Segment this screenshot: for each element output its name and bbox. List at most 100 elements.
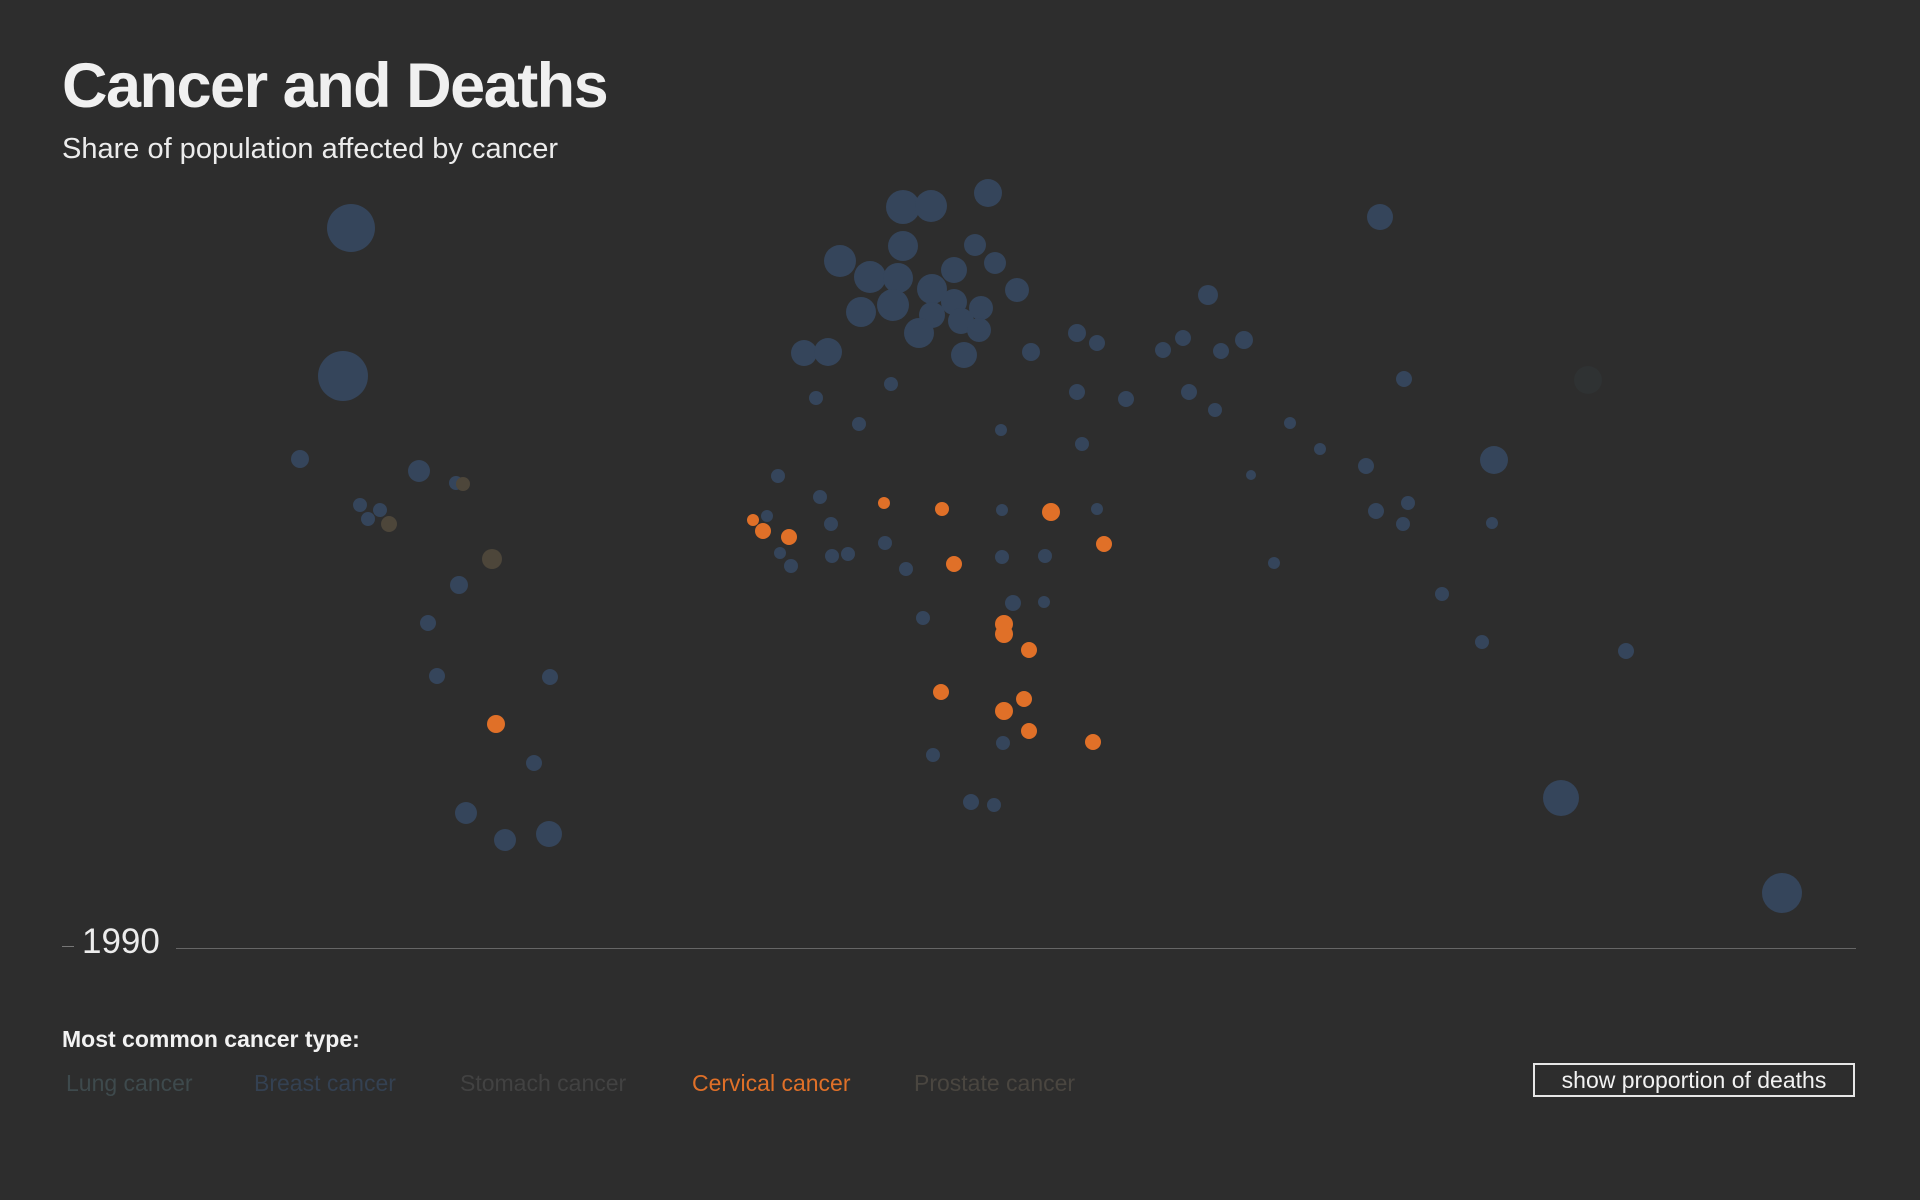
country-bubble[interactable] (771, 469, 785, 483)
country-bubble[interactable] (926, 748, 940, 762)
country-bubble[interactable] (809, 391, 823, 405)
country-bubble[interactable] (899, 562, 913, 576)
country-bubble[interactable] (456, 477, 470, 491)
country-bubble[interactable] (1005, 595, 1021, 611)
country-bubble[interactable] (1038, 549, 1052, 563)
country-bubble[interactable] (1396, 371, 1412, 387)
country-bubble[interactable] (1213, 343, 1229, 359)
country-bubble[interactable] (813, 490, 827, 504)
country-bubble[interactable] (996, 736, 1010, 750)
country-bubble[interactable] (824, 245, 856, 277)
country-bubble[interactable] (1022, 343, 1040, 361)
country-bubble[interactable] (916, 611, 930, 625)
country-bubble[interactable] (318, 351, 368, 401)
country-bubble[interactable] (1486, 517, 1498, 529)
country-bubble[interactable] (1068, 324, 1086, 342)
country-bubble[interactable] (291, 450, 309, 468)
country-bubble[interactable] (884, 377, 898, 391)
legend-item-breast-cancer[interactable]: Breast cancer (254, 1070, 396, 1096)
country-bubble[interactable] (841, 547, 855, 561)
country-bubble[interactable] (814, 338, 842, 366)
country-bubble[interactable] (1198, 285, 1218, 305)
country-bubble[interactable] (1085, 734, 1101, 750)
show-deaths-toggle-button[interactable]: show proportion of deaths (1533, 1063, 1855, 1097)
country-bubble[interactable] (781, 529, 797, 545)
country-bubble[interactable] (361, 512, 375, 526)
country-bubble[interactable] (1042, 503, 1060, 521)
country-bubble[interactable] (1096, 536, 1112, 552)
country-bubble[interactable] (429, 668, 445, 684)
country-bubble[interactable] (904, 318, 934, 348)
country-bubble[interactable] (494, 829, 516, 851)
country-bubble[interactable] (450, 576, 468, 594)
country-bubble[interactable] (933, 684, 949, 700)
country-bubble[interactable] (327, 204, 375, 252)
country-bubble[interactable] (951, 342, 977, 368)
country-bubble[interactable] (1118, 391, 1134, 407)
country-bubble[interactable] (1367, 204, 1393, 230)
country-bubble[interactable] (1021, 642, 1037, 658)
country-bubble[interactable] (1618, 643, 1634, 659)
country-bubble[interactable] (1284, 417, 1296, 429)
country-bubble[interactable] (784, 559, 798, 573)
country-bubble[interactable] (995, 550, 1009, 564)
country-bubble[interactable] (526, 755, 542, 771)
country-bubble[interactable] (854, 261, 886, 293)
country-bubble[interactable] (1181, 384, 1197, 400)
country-bubble[interactable] (1038, 596, 1050, 608)
country-bubble[interactable] (1762, 873, 1802, 913)
country-bubble[interactable] (878, 536, 892, 550)
country-bubble[interactable] (1543, 780, 1579, 816)
country-bubble[interactable] (967, 318, 991, 342)
country-bubble[interactable] (1314, 443, 1326, 455)
country-bubble[interactable] (963, 794, 979, 810)
country-bubble[interactable] (1475, 635, 1489, 649)
country-bubble[interactable] (1175, 330, 1191, 346)
country-bubble[interactable] (373, 503, 387, 517)
country-bubble[interactable] (883, 263, 913, 293)
country-bubble[interactable] (917, 274, 947, 304)
country-bubble[interactable] (755, 523, 771, 539)
country-bubble[interactable] (824, 517, 838, 531)
country-bubble[interactable] (852, 417, 866, 431)
country-bubble[interactable] (1005, 278, 1029, 302)
legend-item-cervical-cancer[interactable]: Cervical cancer (692, 1070, 851, 1096)
country-bubble[interactable] (1396, 517, 1410, 531)
legend-item-stomach-cancer[interactable]: Stomach cancer (460, 1070, 627, 1096)
country-bubble[interactable] (1016, 691, 1032, 707)
country-bubble[interactable] (774, 547, 786, 559)
country-bubble[interactable] (761, 510, 773, 522)
country-bubble[interactable] (995, 625, 1013, 643)
country-bubble[interactable] (1235, 331, 1253, 349)
country-bubble[interactable] (353, 498, 367, 512)
legend-item-lung-cancer[interactable]: Lung cancer (66, 1070, 193, 1096)
country-bubble[interactable] (791, 340, 817, 366)
country-bubble[interactable] (915, 190, 947, 222)
country-bubble[interactable] (1075, 437, 1089, 451)
country-bubble[interactable] (877, 289, 909, 321)
country-bubble[interactable] (969, 296, 993, 320)
country-bubble[interactable] (420, 615, 436, 631)
country-bubble[interactable] (1358, 458, 1374, 474)
timeline-slider[interactable] (176, 948, 1856, 949)
country-bubble[interactable] (946, 556, 962, 572)
country-bubble[interactable] (536, 821, 562, 847)
country-bubble[interactable] (941, 257, 967, 283)
legend-item-prostate-cancer[interactable]: Prostate cancer (914, 1070, 1076, 1096)
country-bubble[interactable] (1021, 723, 1037, 739)
country-bubble[interactable] (1246, 470, 1256, 480)
country-bubble[interactable] (878, 497, 890, 509)
country-bubble[interactable] (1435, 587, 1449, 601)
country-bubble[interactable] (964, 234, 986, 256)
country-bubble[interactable] (846, 297, 876, 327)
country-bubble[interactable] (995, 424, 1007, 436)
country-bubble[interactable] (381, 516, 397, 532)
country-bubble[interactable] (984, 252, 1006, 274)
country-bubble[interactable] (487, 715, 505, 733)
country-bubble[interactable] (888, 231, 918, 261)
country-bubble[interactable] (1069, 384, 1085, 400)
country-bubble[interactable] (995, 702, 1013, 720)
country-bubble[interactable] (1208, 403, 1222, 417)
country-bubble[interactable] (1480, 446, 1508, 474)
country-bubble[interactable] (987, 798, 1001, 812)
